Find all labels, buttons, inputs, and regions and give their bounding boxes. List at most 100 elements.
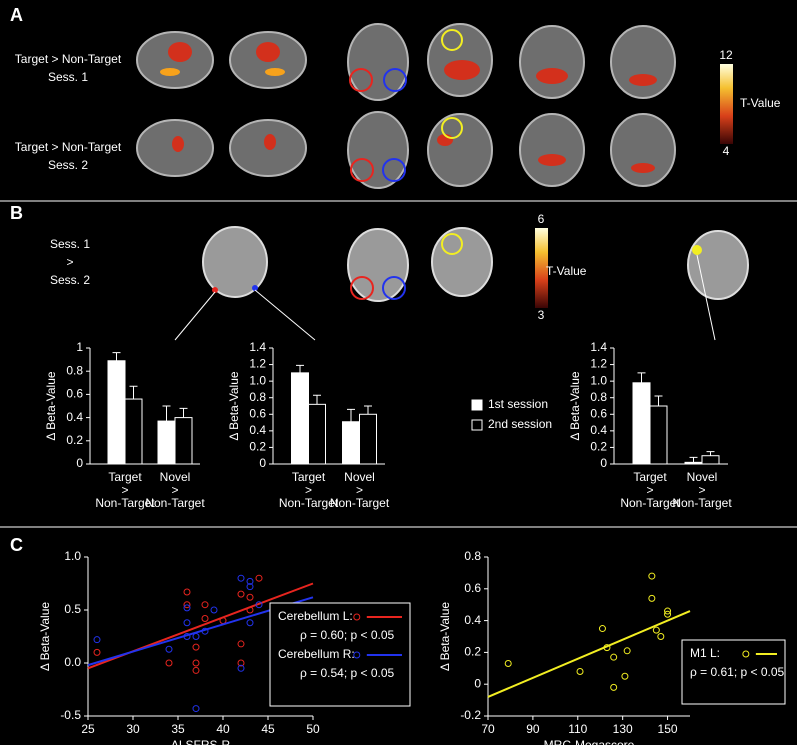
brain-images: [136, 23, 749, 341]
row-label: Target > Non-Target: [15, 52, 122, 66]
point: [648, 594, 656, 602]
point: [192, 659, 200, 667]
point: [598, 625, 606, 633]
legend-stat: ρ = 0.61; p < 0.05: [690, 665, 785, 679]
x-tick-label: Target: [108, 470, 142, 484]
bar: [124, 398, 143, 465]
y-tick-label: 0.5: [64, 602, 81, 616]
legend-label: 1st session: [488, 397, 548, 411]
point: [210, 606, 218, 614]
x-tick-label: Non-Target: [95, 496, 155, 510]
x-axis-label: MRC-Megascore: [544, 738, 635, 745]
y-tick-label: 0.0: [64, 655, 81, 669]
point: [165, 645, 173, 653]
point: [237, 640, 245, 648]
error-bar: [162, 405, 171, 422]
legend-label: M1 L:: [690, 646, 720, 660]
x-tick-label: >: [356, 483, 363, 497]
point: [165, 659, 173, 667]
legend-marker: [353, 613, 361, 621]
bar: [632, 382, 651, 465]
y-tick-label: 0: [259, 456, 266, 470]
legend-stat: ρ = 0.54; p < 0.05: [300, 666, 395, 680]
colorbar: [535, 228, 548, 308]
point: [610, 653, 618, 661]
legend-label: Cerebellum L:: [278, 609, 353, 623]
y-tick-label: 0.6: [66, 387, 83, 401]
point: [246, 577, 254, 585]
y-tick-label: 1.2: [249, 357, 266, 371]
x-tick-label: Target: [633, 470, 667, 484]
point: [652, 626, 660, 634]
bar: [107, 360, 126, 465]
point: [192, 666, 200, 674]
contrast-label: >: [66, 255, 73, 269]
panel-label: A: [10, 5, 23, 25]
bar: [342, 421, 360, 465]
contrast-label: Sess. 1: [50, 237, 90, 251]
point: [93, 636, 101, 644]
point: [237, 664, 245, 672]
x-tick-label: Non-Target: [145, 496, 205, 510]
point: [192, 705, 200, 713]
x-axis-label: ALSFRS-R: [171, 738, 231, 745]
point: [201, 601, 209, 609]
legend-label: 2nd session: [488, 417, 552, 431]
colorbar-tick-label: 6: [538, 212, 545, 226]
legend-swatch: [471, 419, 483, 431]
y-tick-label: 0: [76, 456, 83, 470]
y-tick-label: 0.6: [249, 406, 266, 420]
bar: [174, 417, 193, 465]
row-label: Sess. 1: [48, 70, 88, 84]
x-tick-label: Non-Target: [672, 496, 732, 510]
error-bar: [706, 451, 715, 456]
point: [237, 574, 245, 582]
y-tick-label: 0: [474, 676, 481, 690]
y-tick-label: 0.8: [590, 390, 607, 404]
y-tick-label: 0.6: [590, 406, 607, 420]
fit-line: [487, 610, 691, 698]
point: [93, 648, 101, 656]
y-tick-label: 1.4: [249, 340, 266, 354]
y-tick-label: 1.0: [64, 549, 81, 563]
error-bar: [654, 395, 663, 406]
error-bar: [179, 407, 188, 418]
point: [246, 583, 254, 591]
y-tick-label: 0.4: [66, 410, 83, 424]
y-tick-label: 0.4: [249, 423, 266, 437]
bar: [359, 413, 377, 465]
x-tick-label: 50: [306, 722, 320, 736]
x-tick-label: >: [646, 483, 653, 497]
point: [237, 590, 245, 598]
y-tick-label: 0.8: [249, 390, 266, 404]
x-tick-label: >: [698, 483, 705, 497]
error-bar: [296, 364, 304, 373]
colorbar-tick-label: 3: [538, 308, 545, 322]
error-bar: [364, 405, 372, 415]
point: [201, 614, 209, 622]
legend-swatch: [471, 399, 483, 411]
x-tick-label: 110: [568, 722, 587, 736]
x-tick-label: >: [121, 483, 128, 497]
panel-label: B: [10, 203, 23, 223]
y-tick-label: 1.4: [590, 340, 607, 354]
y-axis-label: Δ Beta-Value: [568, 371, 582, 440]
x-tick-label: Novel: [687, 470, 718, 484]
y-tick-label: 0.2: [590, 440, 607, 454]
colorbar-tick-label: 12: [719, 48, 733, 62]
x-tick-label: 30: [126, 722, 140, 736]
x-tick-label: 45: [261, 722, 275, 736]
point: [648, 572, 656, 580]
point: [664, 610, 672, 618]
bar: [649, 405, 668, 465]
error-bar: [112, 352, 121, 361]
y-tick-label: -0.5: [60, 708, 81, 722]
y-axis-label: Δ Beta-Value: [38, 602, 52, 671]
y-tick-label: 0.4: [590, 423, 607, 437]
point: [237, 659, 245, 667]
x-tick-label: 130: [613, 722, 633, 736]
bar: [701, 455, 720, 465]
point: [183, 588, 191, 596]
point: [504, 660, 512, 668]
error-bar: [637, 372, 646, 383]
